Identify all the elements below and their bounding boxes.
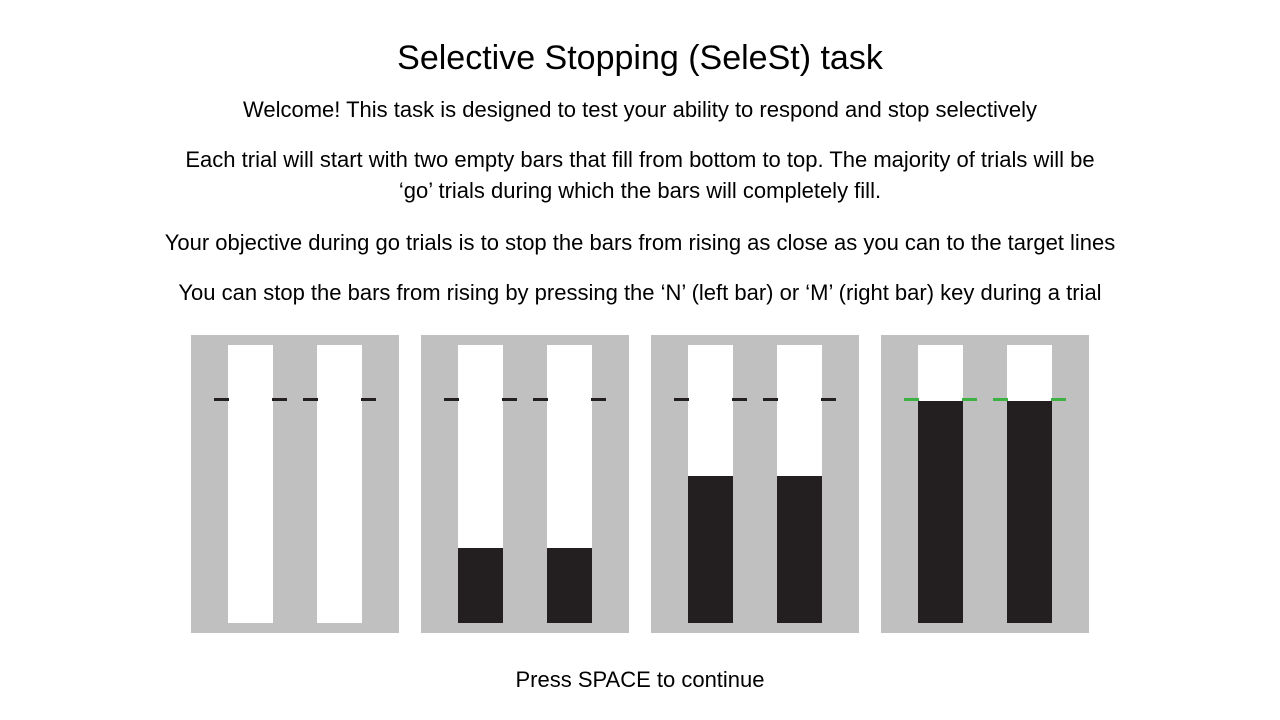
trial-description-line-1: Each trial will start with two empty bar…: [185, 147, 1095, 172]
left-bar-target-line-left: [904, 398, 919, 401]
right-bar-target-line-right: [591, 398, 606, 401]
right-bar: [317, 345, 362, 623]
right-bar: [777, 345, 822, 623]
right-bar-fill: [777, 476, 822, 623]
left-bar-target-line-right: [502, 398, 517, 401]
left-bar-target-line-right: [732, 398, 747, 401]
left-bar-fill: [688, 476, 733, 623]
right-bar-target-line-right: [361, 398, 376, 401]
trial-description: Each trial will start with two empty bar…: [90, 144, 1190, 206]
page-title: Selective Stopping (SeleSt) task: [397, 39, 883, 77]
left-bar-target-line-left: [214, 398, 229, 401]
objective-text: Your objective during go trials is to st…: [164, 230, 1116, 255]
right-bar: [547, 345, 592, 623]
left-bar-target-line-right: [962, 398, 977, 401]
left-bar-fill: [458, 548, 503, 623]
left-bar-target-line-left: [444, 398, 459, 401]
right-bar-fill: [547, 548, 592, 623]
trial-description-line-2: ‘go’ trials during which the bars will c…: [398, 178, 882, 203]
right-bar-target-line-right: [821, 398, 836, 401]
left-bar: [228, 345, 273, 623]
trial-illustration-panel: [191, 335, 399, 633]
right-bar-target-line-left: [993, 398, 1008, 401]
key-instructions-text: You can stop the bars from rising by pre…: [178, 280, 1102, 305]
right-bar-fill: [1007, 401, 1052, 623]
right-bar-target-line-left: [533, 398, 548, 401]
left-bar-fill: [918, 401, 963, 623]
right-bar-target-line-left: [763, 398, 778, 401]
right-bar: [1007, 345, 1052, 623]
left-bar: [918, 345, 963, 623]
continue-prompt: Press SPACE to continue: [515, 667, 765, 692]
left-bar-target-line-right: [272, 398, 287, 401]
trial-illustration-panel: [881, 335, 1089, 633]
trial-illustration-panel: [651, 335, 859, 633]
right-bar-target-line-right: [1051, 398, 1066, 401]
left-bar-target-line-left: [674, 398, 689, 401]
left-bar: [458, 345, 503, 623]
welcome-text: Welcome! This task is designed to test y…: [242, 97, 1038, 122]
right-bar-target-line-left: [303, 398, 318, 401]
left-bar: [688, 345, 733, 623]
trial-illustration-panel: [421, 335, 629, 633]
